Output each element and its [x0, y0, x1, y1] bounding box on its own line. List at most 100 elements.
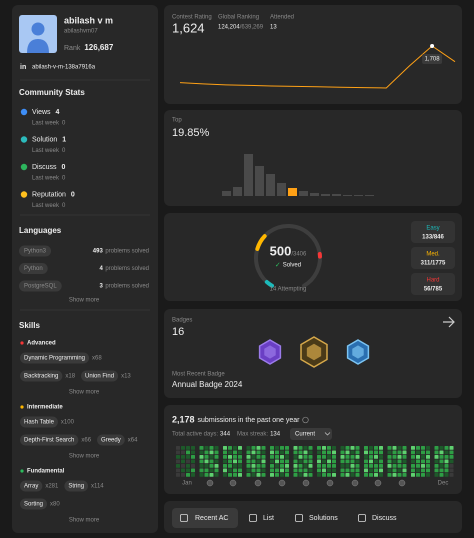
heatmap-cell — [340, 459, 345, 464]
badges-label: Badges — [172, 318, 192, 324]
heatmap-badge-icon — [254, 479, 262, 487]
heatmap-cell — [308, 446, 313, 450]
heatmap-cell — [298, 468, 303, 473]
avatar-head — [31, 22, 45, 36]
heatmap-cell — [238, 473, 242, 477]
heatmap-cell — [293, 446, 298, 450]
heatmap-cell — [191, 468, 195, 473]
heatmap-cell — [176, 459, 180, 464]
heatmap-cell — [308, 455, 313, 459]
heatmap-cell — [350, 446, 355, 450]
check-icon: ✓ — [275, 262, 281, 269]
heatmap-cell — [275, 459, 279, 464]
month-label: Dec — [438, 481, 449, 487]
last-week-value: 0 — [62, 203, 66, 209]
tab-label[interactable]: List — [263, 515, 274, 522]
last-week-label: Last week — [32, 148, 60, 154]
heatmap-cell — [191, 455, 195, 459]
heatmap-cell — [402, 473, 407, 477]
heatmap-cell — [233, 455, 237, 459]
tab-label[interactable]: Recent AC — [195, 515, 228, 522]
histogram-bar — [321, 194, 330, 196]
heatmap-cell — [191, 473, 195, 477]
heatmap-cell — [402, 446, 407, 450]
heatmap-cell — [293, 473, 298, 477]
heatmap-cell — [444, 446, 449, 450]
tooltip-text: 1,708 — [425, 57, 441, 63]
heatmap-cell — [426, 464, 430, 468]
skill-name: Union Find — [85, 374, 114, 380]
show-more[interactable]: Show more — [69, 518, 100, 524]
skill-name: Hash Table — [24, 420, 55, 426]
profile-panel — [12, 5, 158, 533]
solved-count: 500 — [270, 243, 292, 258]
heatmap-cell — [238, 459, 242, 464]
streak-label: Max streak: — [237, 432, 268, 438]
histogram-bar — [277, 183, 286, 196]
heatmap-cell — [402, 464, 407, 468]
heatmap-cell — [199, 455, 204, 459]
stat-label: Views — [32, 109, 51, 116]
heatmap-cell — [426, 473, 430, 477]
heatmap-cell — [233, 446, 237, 450]
contest-label: Global Ranking — [218, 15, 259, 21]
last-week-value: 0 — [62, 121, 66, 127]
tab-icon — [295, 514, 303, 522]
heatmap-cell — [233, 464, 237, 468]
heatmap-cell — [322, 455, 326, 459]
heatmap-cell — [285, 468, 289, 473]
heatmap-cell — [340, 464, 345, 468]
heatmap-cell — [228, 459, 232, 464]
tab-label[interactable]: Solutions — [309, 515, 338, 522]
heatmap-cell — [426, 468, 430, 473]
heatmap-cell — [402, 450, 407, 455]
heatmap-cell — [251, 473, 256, 477]
heatmap-cell — [397, 459, 402, 464]
attempting: 14 Attempting — [270, 287, 307, 293]
heatmap-cell — [191, 446, 195, 450]
heatmap-cell — [392, 468, 397, 473]
heatmap-cell — [402, 468, 407, 473]
period-caret — [324, 432, 331, 436]
badge-inner — [264, 345, 276, 359]
heatmap-cell — [350, 473, 355, 477]
show-more[interactable]: Show more — [69, 390, 100, 396]
heatmap-cell — [233, 473, 237, 477]
skill-pill — [64, 480, 89, 492]
histogram-bar — [332, 194, 341, 196]
heatmap-cell — [251, 446, 256, 450]
heatmap-cell — [280, 464, 284, 468]
heatmap-cell — [285, 473, 289, 477]
heatmap-cell — [350, 450, 355, 455]
tab-label[interactable]: Discuss — [372, 515, 397, 522]
heatmap-cell — [402, 455, 407, 459]
tab-icon — [249, 514, 257, 522]
heatmap-cell — [317, 446, 321, 450]
show-more[interactable]: Show more — [69, 298, 100, 304]
stat-value: 1 — [62, 136, 66, 143]
heatmap-cell — [392, 446, 397, 450]
heatmap-cell — [251, 468, 256, 473]
month-label: Jan — [182, 481, 192, 487]
heatmap-cell — [426, 446, 430, 450]
stat-label: Discuss — [32, 164, 57, 171]
histogram-bar — [354, 195, 363, 196]
heatmap-cell — [303, 459, 308, 464]
heatmap-cell — [238, 464, 242, 468]
difficulty-value: 133/846 — [422, 235, 444, 241]
heatmap-cell — [275, 473, 279, 477]
heatmap-cell — [204, 450, 209, 455]
show-more[interactable]: Show more — [69, 454, 100, 460]
heatmap-cell — [285, 455, 289, 459]
linkedin-handle[interactable]: abilash-v-m-138a7916a — [32, 65, 96, 71]
heatmap-cell — [332, 459, 336, 464]
period-select[interactable] — [290, 428, 332, 440]
badges-arrow[interactable] — [443, 316, 455, 328]
heatmap-cell — [181, 450, 185, 455]
heatmap-cell — [181, 446, 185, 450]
heatmap-cell — [421, 446, 425, 450]
top-label: Top — [172, 118, 182, 124]
heatmap-cell — [204, 446, 209, 450]
heatmap-cell — [364, 468, 368, 473]
heatmap-badge-icon — [206, 479, 214, 487]
